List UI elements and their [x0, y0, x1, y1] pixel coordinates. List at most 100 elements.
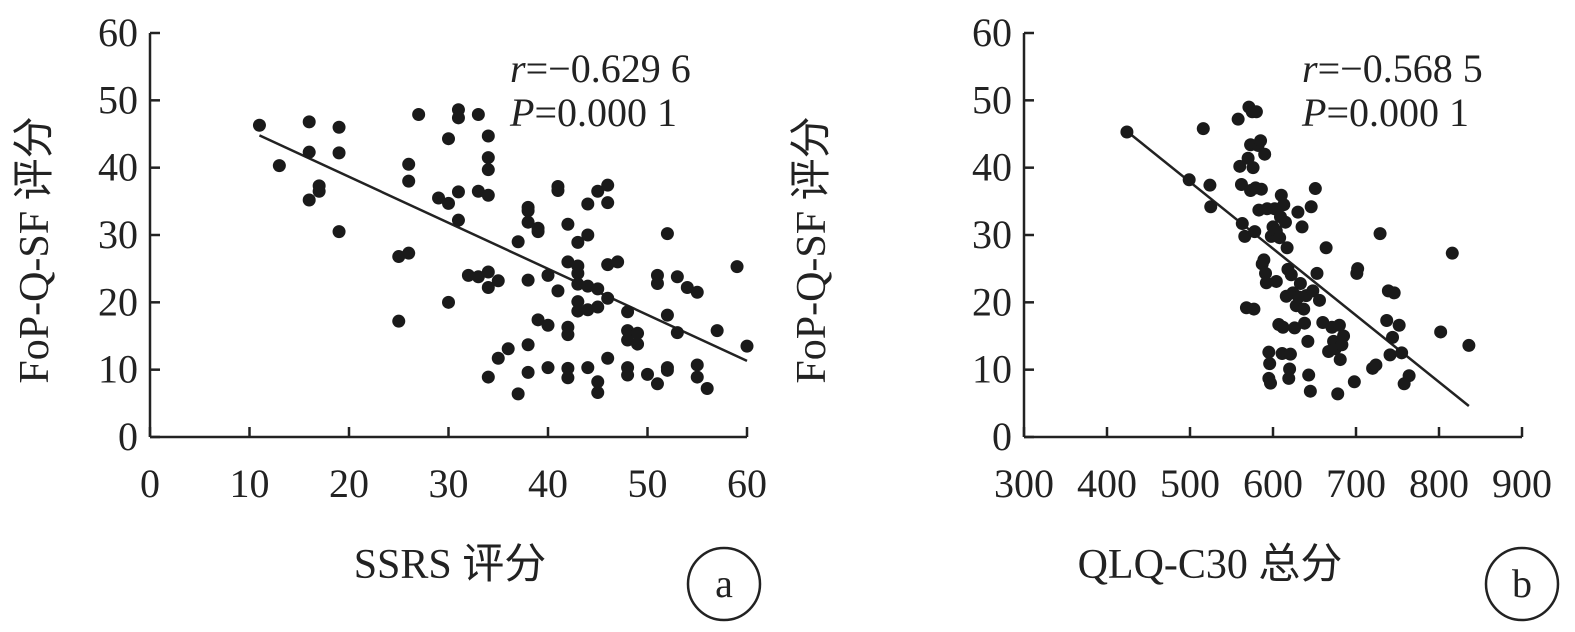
- data-point: [1196, 122, 1210, 136]
- trend-line: [1126, 131, 1470, 408]
- data-point: [1269, 274, 1283, 288]
- data-point: [432, 191, 446, 205]
- data-point: [601, 291, 615, 305]
- data-point: [531, 313, 545, 327]
- chart-panel-a: 0 10 20 30 40 50 60 0 10 20 30 40 50 60 SSRS 评分 FoP-Q-S…: [12, 10, 767, 622]
- r-statistic: r=−0.629 6: [510, 46, 691, 91]
- data-point: [1402, 369, 1416, 383]
- x-tick-label: 60: [727, 461, 767, 506]
- y-tick-label: 20: [98, 279, 138, 324]
- data-point: [650, 276, 664, 290]
- p-symbol: P: [509, 90, 534, 135]
- y-tick-label: 60: [972, 10, 1012, 55]
- y-tick-label: 50: [98, 77, 138, 122]
- x-tick-label: 30: [429, 461, 469, 506]
- data-point: [332, 146, 346, 160]
- data-point: [412, 107, 426, 121]
- data-point: [461, 268, 475, 282]
- x-tick-label: 800: [1409, 461, 1469, 506]
- data-point: [571, 295, 585, 309]
- data-point: [591, 282, 605, 296]
- data-point: [1248, 225, 1262, 239]
- data-point: [1283, 362, 1297, 376]
- data-point: [690, 358, 704, 372]
- r-value: =−0.568 5: [1318, 46, 1483, 91]
- x-tick-label: 300: [994, 461, 1054, 506]
- data-point: [541, 318, 555, 332]
- data-point: [1233, 159, 1247, 173]
- data-point: [1303, 384, 1317, 398]
- data-point: [1337, 329, 1351, 343]
- data-point: [272, 159, 286, 173]
- data-point: [541, 268, 555, 282]
- data-point: [521, 204, 535, 218]
- data-point: [1347, 375, 1361, 389]
- data-point: [332, 225, 346, 239]
- data-point: [591, 184, 605, 198]
- data-point: [521, 365, 535, 379]
- data-point: [561, 255, 575, 269]
- data-point: [451, 185, 465, 199]
- data-point: [1295, 220, 1309, 234]
- r-symbol: r: [1302, 46, 1318, 91]
- data-point: [1298, 316, 1312, 330]
- data-point: [442, 295, 455, 309]
- data-point: [442, 196, 455, 210]
- data-point: [660, 308, 674, 322]
- data-point: [710, 324, 724, 338]
- data-point: [1276, 320, 1290, 334]
- data-point: [1264, 376, 1278, 390]
- data-point: [660, 363, 674, 377]
- data-point: [1120, 125, 1134, 139]
- data-point: [551, 184, 565, 198]
- data-point: [392, 314, 406, 328]
- data-point: [1263, 357, 1277, 371]
- data-point: [511, 235, 525, 249]
- data-point: [481, 265, 495, 279]
- data-point: [252, 118, 266, 132]
- data-point: [1395, 346, 1409, 360]
- y-tick-label: 0: [992, 414, 1012, 459]
- r-statistic: r=−0.568 5: [1302, 46, 1483, 91]
- data-point: [302, 145, 316, 159]
- data-point: [730, 260, 744, 274]
- data-point: [402, 246, 416, 260]
- data-point: [1235, 217, 1249, 231]
- data-point: [1304, 200, 1318, 214]
- data-point: [491, 351, 505, 365]
- p-statistic: P=0.000 1: [1301, 90, 1469, 135]
- data-point: [1249, 105, 1263, 119]
- data-point: [1282, 371, 1296, 385]
- data-point: [591, 386, 605, 400]
- data-point: [601, 351, 615, 365]
- data-point: [481, 163, 495, 177]
- y-tick-label: 0: [118, 414, 138, 459]
- data-point: [1203, 178, 1217, 192]
- data-point: [601, 178, 615, 192]
- data-point: [471, 107, 485, 121]
- data-point: [1280, 241, 1294, 255]
- data-point: [1306, 284, 1320, 298]
- data-point: [571, 304, 585, 318]
- data-point: [641, 367, 654, 381]
- data-point: [1462, 338, 1476, 352]
- data-point: [1262, 345, 1276, 359]
- trend-line: [258, 134, 748, 363]
- x-tick-label: 50: [628, 461, 668, 506]
- data-point: [1284, 268, 1298, 282]
- data-point: [481, 281, 495, 295]
- data-point: [1293, 276, 1307, 290]
- data-point: [561, 371, 575, 385]
- y-tick-label: 10: [972, 347, 1012, 392]
- data-point: [680, 281, 694, 295]
- data-point: [1254, 134, 1268, 148]
- data-point: [611, 255, 625, 269]
- data-point: [1182, 173, 1196, 187]
- panel-label-circle: [686, 546, 762, 622]
- data-point: [621, 324, 635, 338]
- data-point: [631, 326, 645, 340]
- p-statistic: P=0.000 1: [509, 90, 677, 135]
- data-point: [1301, 334, 1315, 348]
- data-point: [1302, 368, 1316, 382]
- data-point: [1434, 325, 1448, 339]
